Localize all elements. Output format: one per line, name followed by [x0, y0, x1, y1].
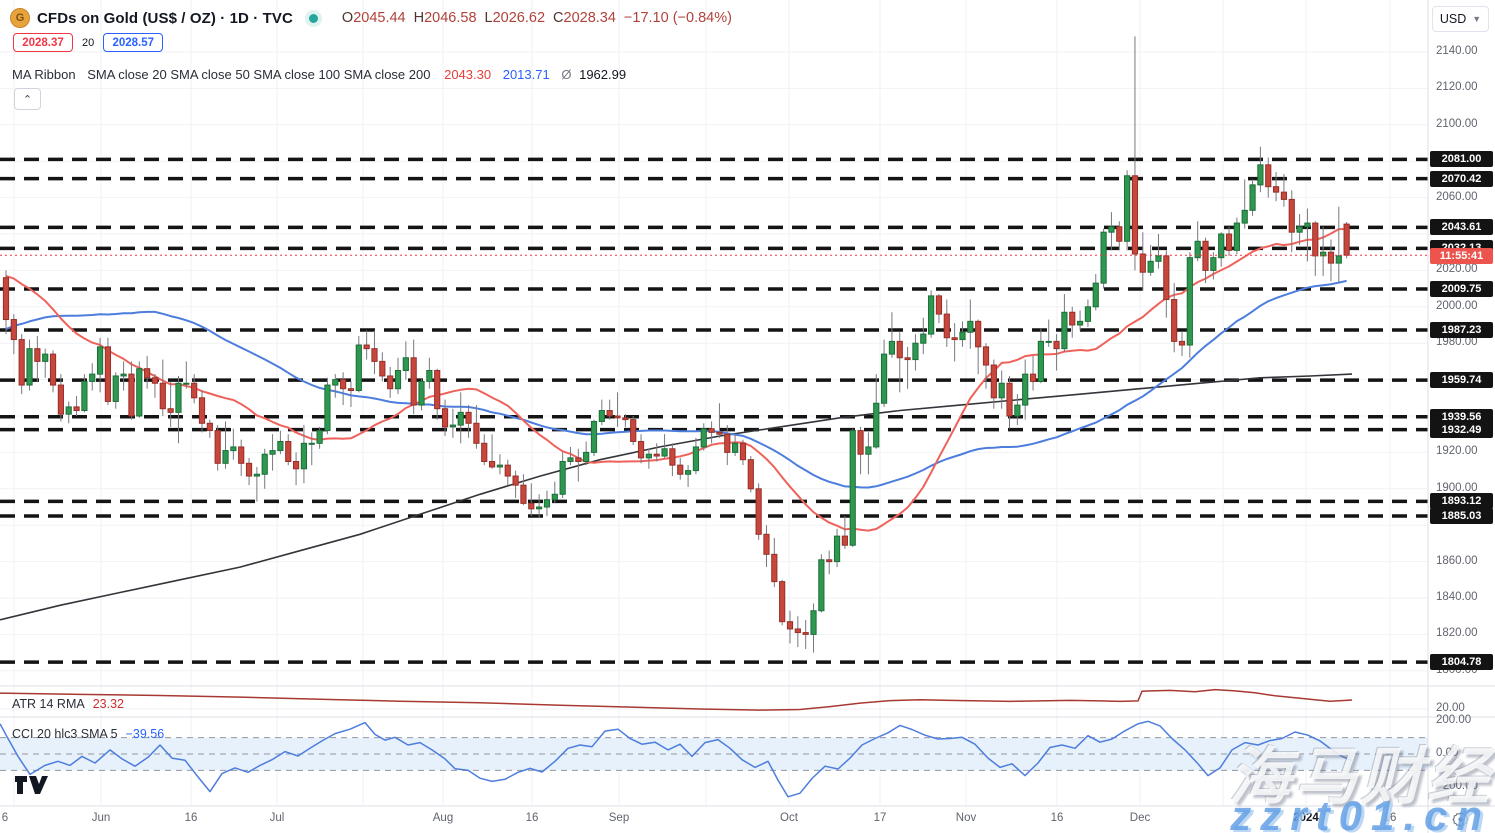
price-tick: 1980.00 — [1436, 336, 1478, 349]
price-level-badge: 2081.00 — [1430, 151, 1493, 168]
time-axis-label: Jun — [91, 812, 111, 824]
price-level-badge: 1939.56 — [1430, 408, 1493, 425]
ohlc-value: 2045.44 — [353, 10, 406, 26]
time-axis-label: 16 — [1383, 812, 1397, 824]
ohlc-value: 2046.58 — [424, 10, 477, 26]
sma20-value: 2043.30 — [444, 67, 492, 82]
ohlc-readout: O2045.44 H2046.58 L2026.62 C2028.34 −17.10 (… — [342, 10, 732, 26]
time-axis-label: 16 — [1050, 812, 1064, 824]
ohlc-key: C — [553, 10, 564, 26]
buy-button[interactable]: 2028.57 — [103, 33, 164, 52]
sell-button[interactable]: 2028.37 — [13, 33, 73, 52]
price-level-badge: 2070.42 — [1430, 170, 1493, 187]
countdown-badge: 11:55:41 — [1430, 248, 1493, 265]
chevron-down-icon: ▼ — [1472, 14, 1482, 24]
price-level-badge: 1804.78 — [1430, 654, 1493, 671]
collapse-legend-button[interactable]: ⌃ — [14, 88, 41, 110]
price-tick: 2100.00 — [1436, 117, 1478, 130]
price-tick: 1900.00 — [1436, 481, 1478, 494]
cci-tick: 200.00 — [1436, 714, 1472, 727]
price-tick: 2060.00 — [1436, 190, 1478, 203]
cci-value: −39.56 — [125, 727, 165, 741]
sma50-value: 2013.71 — [502, 67, 550, 82]
ohlc-value: 2026.62 — [492, 10, 546, 26]
time-axis-label: Sep — [608, 812, 630, 824]
cci-tick: 0.00 — [1436, 747, 1459, 759]
cci-legend: CCI 20 hlc3 SMA 5 −39.56 — [12, 727, 165, 741]
atr-value: 23.32 — [92, 697, 124, 711]
atr-tick: 20.00 — [1436, 702, 1465, 714]
ma-ribbon-legend: MA Ribbon SMA close 20 SMA close 50 SMA … — [12, 67, 626, 82]
price-level-badge: 1987.23 — [1430, 322, 1493, 339]
time-axis-label: 16 — [525, 812, 539, 824]
price-tick: 1820.00 — [1436, 627, 1478, 640]
price-tick: 2120.00 — [1436, 81, 1478, 94]
time-axis-label: 17 — [873, 812, 887, 824]
price-tick: 1840.00 — [1436, 591, 1478, 603]
avg-symbol: Ø — [561, 67, 572, 82]
price-level-badge: 1932.49 — [1430, 421, 1493, 438]
symbol-title[interactable]: CFDs on Gold (US$ / OZ) · 1D · TVC — [37, 9, 293, 27]
tradingview-logo[interactable] — [14, 772, 48, 796]
cci-tick: −200.00 — [1436, 779, 1478, 792]
avg-value: 1962.99 — [579, 67, 627, 82]
market-status-icon — [308, 13, 318, 23]
ohlc-value: 2028.34 — [563, 10, 616, 26]
price-tick: 2000.00 — [1436, 299, 1478, 312]
time-axis-label: 6 — [1, 812, 9, 824]
indicator-name: MA Ribbon — [12, 67, 76, 82]
time-axis-label: 16 — [184, 812, 198, 824]
spread-value: 20 — [82, 36, 95, 49]
price-level-badge: 2043.61 — [1430, 219, 1493, 236]
ohlc-key: H — [413, 10, 425, 26]
gold-symbol-icon: G — [10, 8, 30, 28]
price-level-badge: 2009.75 — [1430, 281, 1493, 298]
time-axis-label: Nov — [955, 812, 977, 824]
time-axis-label: Jul — [269, 812, 285, 824]
currency-selector[interactable]: USD ▼ — [1432, 6, 1489, 32]
price-tick: 1920.00 — [1436, 445, 1478, 458]
price-level-badge: 1893.12 — [1430, 493, 1493, 510]
price-tick: 2140.00 — [1436, 45, 1478, 57]
indicator-params: SMA close 20 SMA close 50 SMA close 100 … — [87, 67, 431, 82]
ohlc-key: L — [484, 10, 493, 26]
price-tick: 2020.00 — [1436, 263, 1478, 276]
price-level-badge: 1885.03 — [1430, 508, 1493, 525]
settings-gear-icon[interactable] — [1452, 811, 1469, 828]
price-level-badge: 1959.74 — [1430, 372, 1493, 389]
time-axis-label: 2024 — [1293, 812, 1319, 824]
change-value: −17.10 (−0.84%) — [623, 10, 732, 26]
price-tick: 1860.00 — [1436, 554, 1478, 567]
time-axis-label: Oct — [780, 812, 798, 824]
ohlc-key: O — [341, 10, 354, 26]
atr-legend: ATR 14 RMA 23.32 — [12, 697, 124, 711]
time-axis-label: Dec — [1129, 812, 1151, 824]
time-axis-label: Aug — [432, 812, 454, 824]
